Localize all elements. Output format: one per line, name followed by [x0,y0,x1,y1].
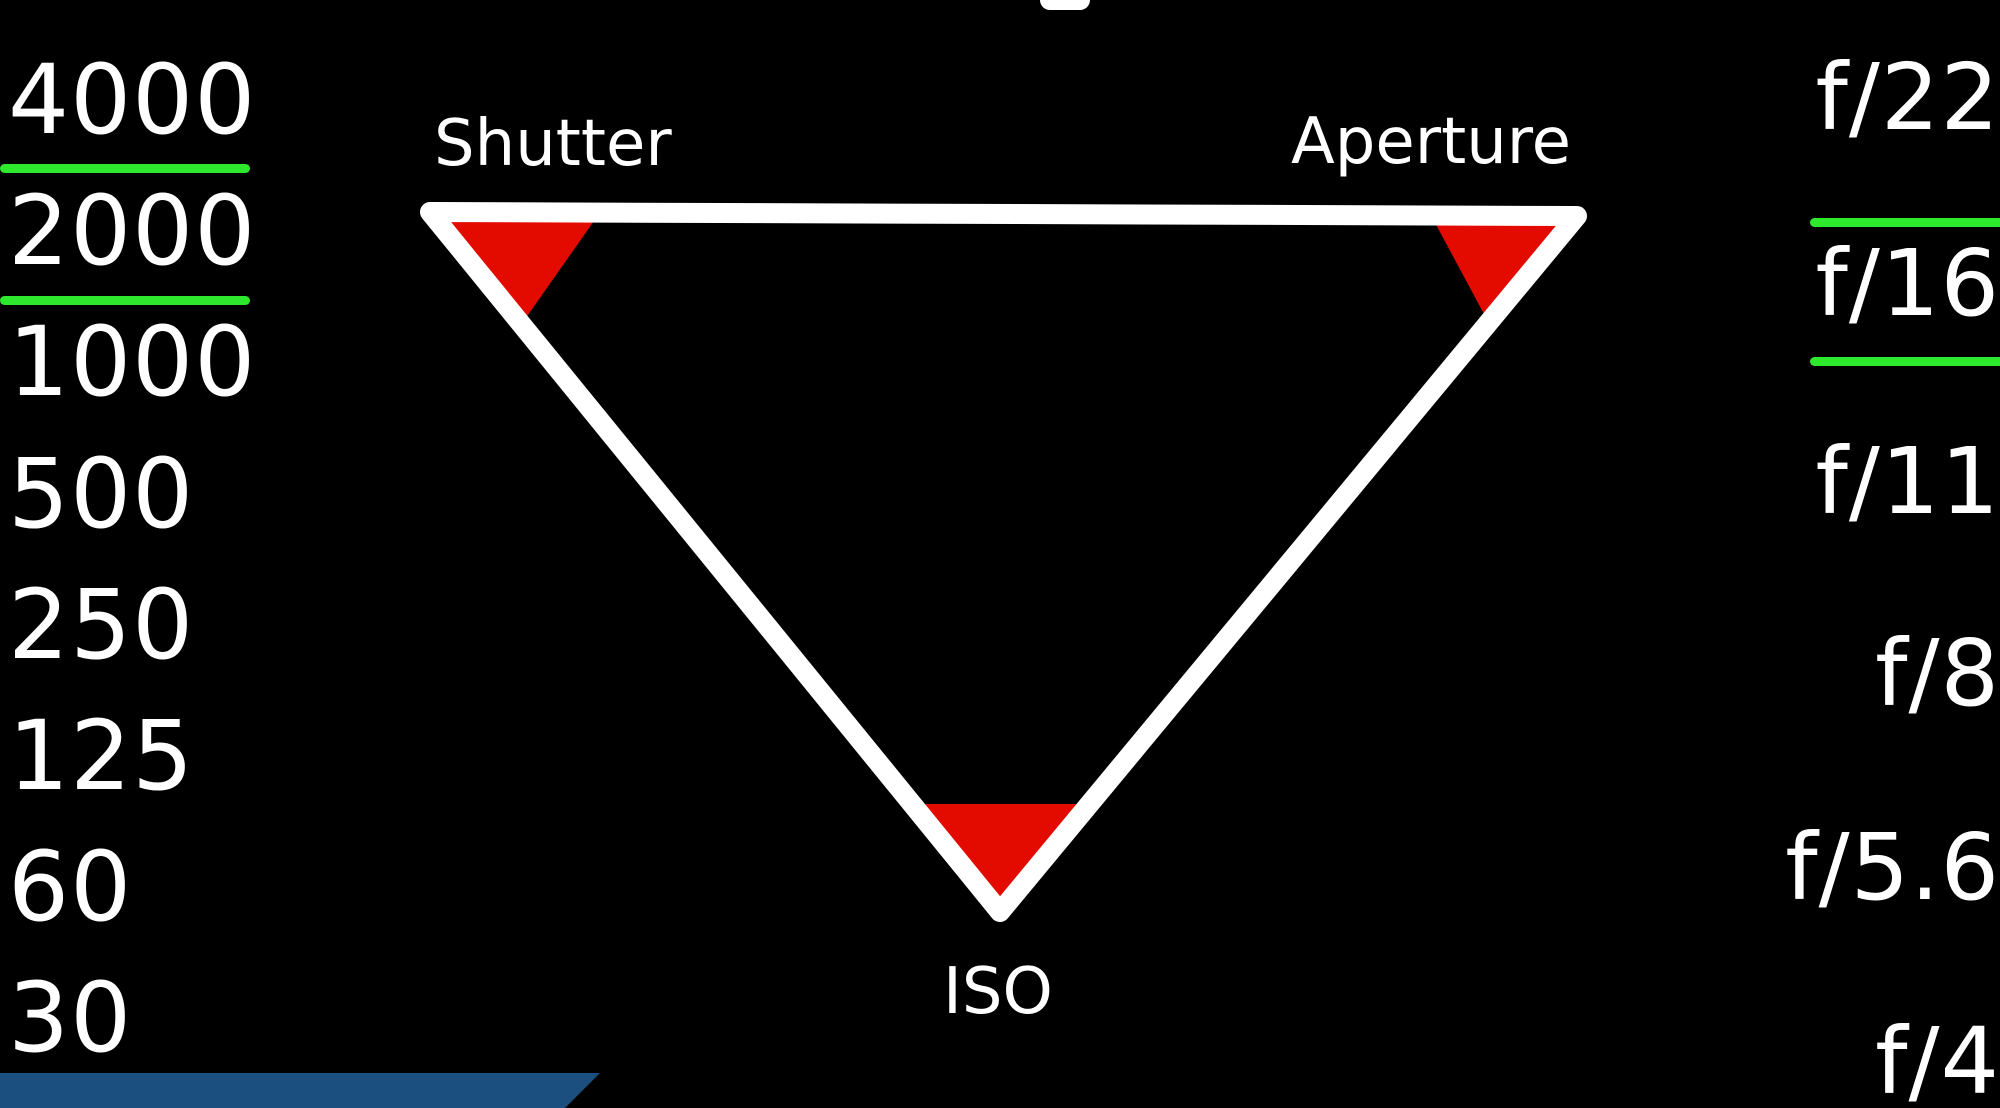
shutter-speed-value: 125 [8,700,195,812]
iso-label: ISO [943,955,1053,1029]
aperture-corner-marker [1433,219,1564,314]
bottom-banner [0,1073,600,1108]
aperture-value: f/16 [1815,230,2000,337]
aperture-value: f/5.6 [1785,814,2000,921]
aperture-highlight-line-top [1810,218,2000,227]
aperture-value: f/8 [1875,620,2000,727]
aperture-value: f/22 [1815,44,2000,151]
shutter-speed-value: 2000 [8,175,257,287]
triangle-outline [420,202,1587,922]
iso-corner-marker [925,804,1077,905]
aperture-value: f/11 [1815,428,2000,535]
shutter-speed-value: 60 [8,831,133,943]
shutter-speed-value: 1000 [8,306,257,418]
shutter-speed-value: 4000 [8,44,257,156]
shutter-speed-value: 250 [8,569,195,681]
aperture-highlight-line-bottom [1810,357,2000,366]
cropped-title-fragment [1040,0,1090,10]
aperture-label: Aperture [1291,105,1572,179]
shutter-speed-value: 30 [8,962,133,1074]
shutter-speed-value: 500 [8,438,195,550]
shutter-highlight-line-bottom [0,296,250,305]
shutter-corner-marker [443,221,594,322]
shutter-highlight-line-top [0,164,250,173]
shutter-label: Shutter [434,107,672,181]
aperture-value: f/4 [1875,1008,2000,1108]
